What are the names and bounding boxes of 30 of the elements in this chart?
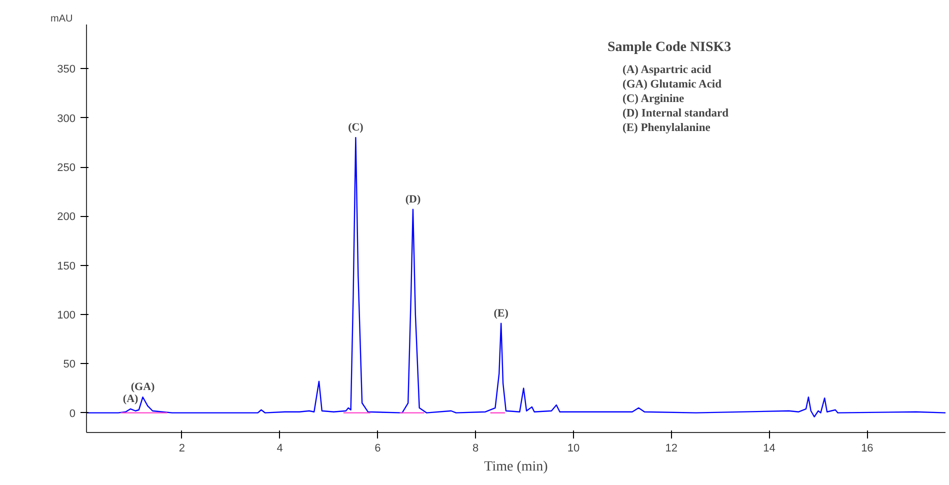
- annotation: (D): [405, 193, 421, 206]
- y-tick-label: 50: [63, 358, 76, 371]
- x-tick-label: 6: [374, 442, 381, 454]
- line-series: [86, 136, 946, 418]
- x-tick-label: 14: [763, 442, 776, 454]
- x-tick-label: 2: [178, 442, 186, 454]
- annotation: (A): [122, 392, 139, 405]
- y-tick-label: 150: [57, 260, 76, 272]
- y-tick-label: 250: [57, 162, 76, 174]
- y-tick-label: 200: [57, 211, 76, 224]
- annotation: Sample Code NISK3: [608, 40, 732, 55]
- y-tick-label: 300: [57, 112, 76, 125]
- x-tick-label: 16: [861, 442, 874, 454]
- x-tick-label: 4: [276, 442, 283, 454]
- annotation: (E) Phenylalanine: [622, 122, 710, 134]
- annotation: (C): [348, 122, 364, 134]
- x-tick-label: 10: [567, 442, 580, 454]
- y-tick-label: 0: [69, 408, 76, 420]
- annotation: (GA): [130, 381, 156, 394]
- annotation: (GA) Glutamic Acid: [622, 78, 722, 90]
- y-tick-label: 100: [57, 310, 76, 322]
- x-tick-label: 8: [472, 442, 479, 454]
- annotation: (C) Arginine: [622, 93, 684, 105]
- annotation: (E): [494, 307, 509, 320]
- x-tick-label: 12: [665, 442, 678, 454]
- y-axis-title: mAU: [50, 14, 73, 24]
- annotation: (A) Aspartric acid: [622, 64, 712, 76]
- x-axis-title: Time (min): [484, 460, 548, 474]
- annotation: (D) Internal standard: [622, 108, 730, 120]
- y-tick-label: 350: [57, 64, 76, 76]
